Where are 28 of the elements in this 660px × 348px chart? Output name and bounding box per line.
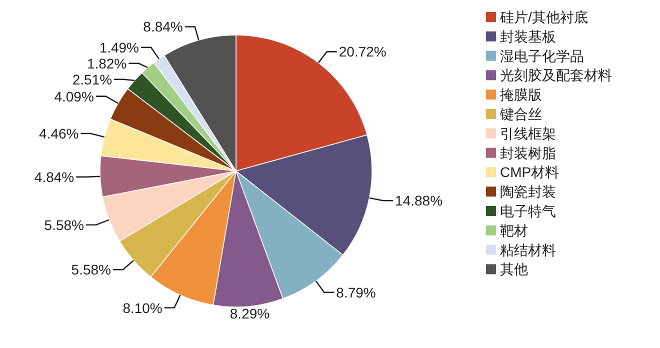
legend-label: 粘结材料	[500, 242, 556, 258]
legend-label: 硅片/其他衬底	[499, 9, 588, 25]
data-label: 8.10%	[122, 300, 162, 316]
legend-label: CMP材料	[500, 164, 560, 180]
data-label: 2.51%	[72, 71, 112, 88]
legend-label: 引线框架	[500, 125, 556, 142]
data-label: 14.88%	[395, 192, 443, 209]
data-label: 8.84%	[143, 18, 183, 35]
data-label: 1.82%	[86, 55, 127, 72]
legend-label: 陶瓷封装	[500, 184, 556, 200]
data-label: 5.58%	[44, 216, 84, 233]
data-label: 1.49%	[99, 39, 140, 56]
data-label: 5.58%	[71, 262, 112, 278]
legend-label: 湿电子化学品	[500, 48, 584, 64]
data-label: 8.79%	[336, 284, 376, 300]
legend-label: 电子特气	[500, 203, 556, 219]
legend-label: 掩膜版	[500, 86, 542, 103]
legend-label: 其他	[500, 261, 528, 278]
data-label: 4.46%	[39, 126, 79, 142]
data-label: 4.84%	[34, 168, 74, 185]
data-label: 4.09%	[54, 88, 94, 104]
data-label: 8.29%	[230, 305, 270, 322]
data-label: 20.72%	[338, 44, 386, 60]
legend-label: 光刻胶及配套材料	[500, 67, 612, 84]
legend-label: 封装基板	[500, 28, 556, 44]
legend-label: 靶材	[500, 222, 528, 238]
legend-label: 封装树脂	[500, 144, 556, 161]
legend-label: 键合丝	[499, 106, 542, 122]
